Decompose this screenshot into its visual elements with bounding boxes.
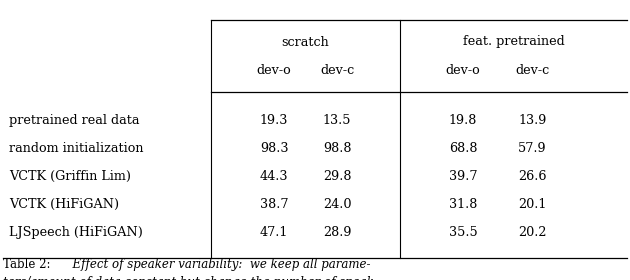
Text: dev-c: dev-c [515, 64, 549, 76]
Text: 35.5: 35.5 [449, 226, 478, 239]
Text: VCTK (HiFiGAN): VCTK (HiFiGAN) [9, 198, 120, 211]
Text: Table 2:: Table 2: [3, 258, 50, 271]
Text: VCTK (Griffin Lim): VCTK (Griffin Lim) [9, 170, 132, 183]
Text: 26.6: 26.6 [518, 170, 547, 183]
Text: 29.8: 29.8 [323, 170, 352, 183]
Text: 57.9: 57.9 [518, 142, 547, 155]
Text: 24.0: 24.0 [323, 198, 352, 211]
Text: feat. pretrained: feat. pretrained [462, 36, 564, 48]
Text: dev-o: dev-o [445, 64, 481, 76]
Text: 28.9: 28.9 [323, 226, 352, 239]
Text: Effect of speaker variability:  we keep all parame-: Effect of speaker variability: we keep a… [65, 258, 370, 271]
Text: 13.9: 13.9 [518, 114, 547, 127]
Text: 20.1: 20.1 [518, 198, 547, 211]
Text: 31.8: 31.8 [449, 198, 478, 211]
Text: pretrained real data: pretrained real data [9, 114, 140, 127]
Text: LJSpeech (HiFiGAN): LJSpeech (HiFiGAN) [9, 226, 143, 239]
Text: dev-o: dev-o [256, 64, 292, 76]
Text: 38.7: 38.7 [260, 198, 289, 211]
Text: 68.8: 68.8 [449, 142, 478, 155]
Text: 19.3: 19.3 [260, 114, 289, 127]
Text: 13.5: 13.5 [323, 114, 352, 127]
Text: dev-c: dev-c [320, 64, 354, 76]
Text: 19.8: 19.8 [449, 114, 478, 127]
Text: 98.3: 98.3 [260, 142, 289, 155]
Text: 44.3: 44.3 [260, 170, 289, 183]
Text: random initialization: random initialization [9, 142, 144, 155]
Text: 98.8: 98.8 [323, 142, 352, 155]
Text: 39.7: 39.7 [449, 170, 478, 183]
Text: scratch: scratch [282, 36, 329, 48]
Text: 47.1: 47.1 [260, 226, 289, 239]
Text: ters/amount of data constant but change the number of speak-: ters/amount of data constant but change … [3, 276, 378, 280]
Text: 20.2: 20.2 [518, 226, 547, 239]
